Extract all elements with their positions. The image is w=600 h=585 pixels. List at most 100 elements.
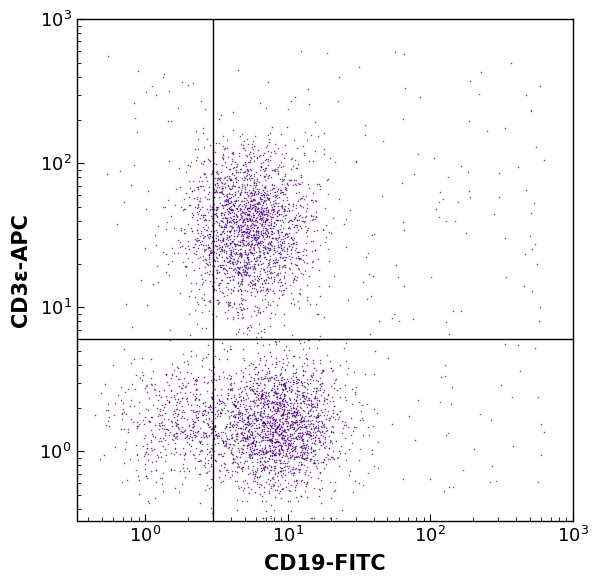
Point [217,160,226,170]
Point [266,219,275,229]
Point [265,414,275,423]
Point [272,437,281,446]
Point [241,150,251,160]
Point [117,408,127,418]
Point [269,378,279,387]
Point [266,214,275,223]
Point [209,271,218,281]
Point [302,378,312,388]
Point [260,457,270,467]
Point [249,449,259,458]
Point [258,158,268,167]
Point [280,382,290,391]
Point [226,204,235,214]
Point [179,426,188,436]
Point [263,154,273,163]
Point [241,166,250,176]
Point [306,390,316,399]
Point [211,375,221,384]
Point [311,366,321,375]
Point [302,453,311,462]
Point [226,185,236,194]
Point [318,513,328,522]
Point [241,183,250,192]
Point [306,236,316,246]
Point [293,428,302,438]
Point [236,377,245,386]
Point [298,435,307,445]
Point [324,431,334,441]
Point [186,426,196,435]
Point [282,192,292,201]
Point [218,153,227,162]
Point [234,265,244,274]
Point [211,421,220,430]
Point [255,441,265,450]
Point [254,368,263,377]
Point [151,230,160,239]
Point [228,259,238,269]
Point [185,161,195,171]
Point [236,262,245,271]
Point [271,442,281,452]
Point [276,130,286,139]
Point [287,431,297,440]
Point [190,375,200,384]
Point [298,453,307,463]
Point [298,476,307,485]
Point [283,223,293,233]
Point [258,434,268,443]
Point [363,422,373,432]
Point [310,383,319,393]
Point [215,261,224,270]
Point [283,199,293,209]
Point [233,481,243,490]
Point [314,435,324,445]
Point [232,403,242,412]
Point [245,377,254,386]
Point [298,436,308,446]
Point [286,215,296,225]
Point [301,422,310,431]
Point [239,193,248,202]
Point [119,197,129,207]
Point [292,463,301,473]
Point [298,397,308,406]
Point [257,219,267,228]
Point [268,482,278,491]
Point [241,269,250,278]
Point [236,185,246,194]
Point [299,440,308,449]
Point [194,182,203,191]
Point [236,284,245,294]
Point [259,264,268,274]
Point [249,190,259,199]
Point [326,426,335,436]
Point [298,430,307,439]
Point [199,353,208,363]
Point [238,436,247,445]
Point [458,466,468,475]
Point [237,448,247,457]
Point [268,414,277,423]
Point [236,429,245,438]
Point [224,231,233,240]
Point [262,369,271,378]
Point [317,378,327,388]
Point [280,476,290,485]
Point [256,332,265,342]
Point [287,330,296,339]
Point [245,216,254,225]
Point [244,248,253,257]
Point [298,453,307,463]
Point [327,392,337,401]
Point [212,176,222,185]
Point [238,242,247,251]
Point [302,388,312,398]
Point [244,271,254,281]
Point [245,281,255,290]
Point [275,239,284,249]
Point [259,399,268,408]
Point [181,383,190,392]
Point [277,201,287,211]
